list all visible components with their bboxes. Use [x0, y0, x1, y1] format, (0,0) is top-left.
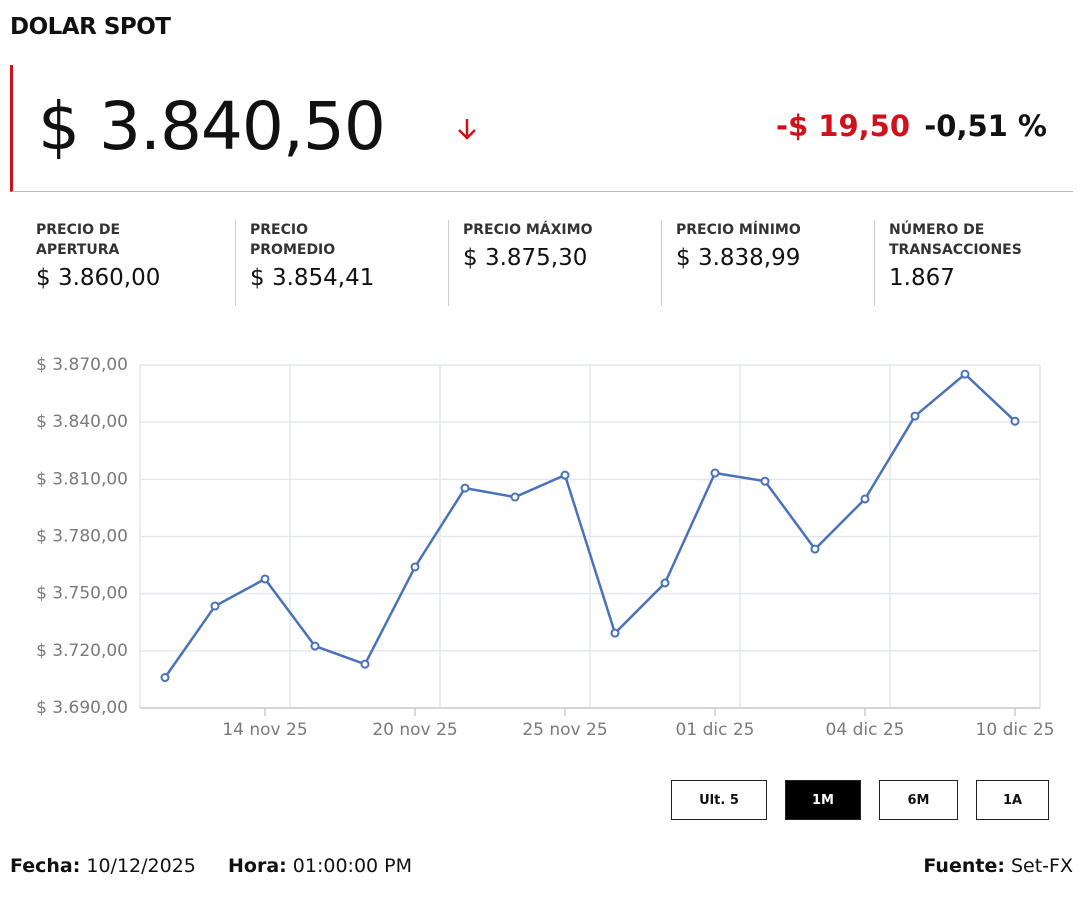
stat-label: PRECIO PROMEDIO	[250, 222, 336, 258]
stats: PRECIO DE APERTURA $ 3.860,00 PRECIO PROME…	[22, 220, 1080, 306]
stat-value: $ 3.854,41	[250, 265, 375, 291]
point	[660, 578, 670, 588]
point	[1010, 416, 1020, 426]
stat-value: $ 3.860,00	[36, 265, 161, 291]
x-tick-label: 10 dic 25	[976, 720, 1055, 740]
x-tick-label: 14 nov 25	[222, 720, 307, 740]
source-value: Set-FX	[1010, 855, 1073, 877]
chart: $ 3.690,00 $ 3.720,00 $ 3.750,00 $ 3.780,00…	[36, 355, 1055, 740]
range-buttons: Ult. 5 1M 6M 1A	[671, 780, 1049, 820]
range-button[interactable]: 6M	[879, 780, 958, 820]
time-label: Hora:	[228, 855, 287, 877]
range-button[interactable]: Ult. 5	[671, 780, 767, 820]
stat: PRECIO DE APERTURA $ 3.860,00	[22, 220, 235, 306]
time-value: 01:00:00 PM	[292, 855, 413, 877]
point	[760, 476, 770, 486]
date-label: Fecha:	[10, 855, 81, 877]
price: $ 3.840,50	[38, 88, 386, 165]
stat-label: NÚMERO DE TRANSACCIONES	[889, 222, 1022, 258]
x-tick-label: 04 dic 25	[826, 720, 905, 740]
point	[960, 369, 970, 379]
stat-value: $ 3.875,30	[463, 245, 588, 271]
point	[460, 483, 470, 493]
point	[360, 659, 370, 669]
line	[163, 372, 1016, 679]
change-percent: -0,51 %	[924, 109, 1047, 143]
point	[410, 562, 420, 572]
y-tick-label: $ 3.810,00	[36, 469, 128, 489]
stat: PRECIO MÁXIMO $ 3.875,30	[448, 220, 661, 306]
stat-label: PRECIO MÍNIMO	[676, 222, 801, 238]
change: -$ 19,50	[775, 109, 910, 143]
down-arrow	[458, 119, 476, 140]
x-tick-label: 25 nov 25	[522, 720, 607, 740]
source-label: Fuente:	[923, 855, 1005, 877]
date-value: 10/12/2025	[86, 855, 196, 877]
y-tick-label: $ 3.750,00	[36, 584, 128, 604]
point	[610, 628, 620, 638]
point	[510, 492, 520, 502]
point	[310, 641, 320, 651]
date: Fecha: 10/12/2025	[10, 855, 196, 877]
stat-value: $ 3.838,99	[676, 245, 801, 271]
source: Fuente: Set-FX	[923, 855, 1073, 877]
point	[260, 574, 270, 584]
stat-label: PRECIO MÁXIMO	[463, 222, 593, 238]
point	[860, 494, 870, 504]
point	[210, 601, 220, 611]
y-tick-label: $ 3.690,00	[36, 698, 128, 718]
quote-box	[10, 65, 1073, 192]
y-tick-label: $ 3.720,00	[36, 641, 128, 661]
x-tick-label: 01 dic 25	[676, 720, 755, 740]
point	[560, 470, 570, 480]
x-tick-label: 20 nov 25	[372, 720, 457, 740]
range-button[interactable]: 1M	[785, 780, 861, 820]
title: DOLAR SPOT	[10, 14, 171, 40]
stat-value: 1.867	[889, 265, 955, 291]
stat: PRECIO MÍNIMO $ 3.838,99	[661, 220, 874, 306]
y-tick-label: $ 3.780,00	[36, 527, 128, 547]
time: Hora: 01:00:00 PM	[228, 855, 412, 877]
point	[910, 411, 920, 421]
stat: PRECIO PROMEDIO $ 3.854,41	[235, 220, 448, 306]
point	[810, 544, 820, 554]
range-button[interactable]: 1A	[976, 780, 1049, 820]
y-tick-label: $ 3.840,00	[36, 412, 128, 432]
stat-label: PRECIO DE APERTURA	[36, 222, 121, 258]
y-tick-label: $ 3.870,00	[36, 355, 128, 375]
stat: NÚMERO DE TRANSACCIONES 1.867	[874, 220, 1080, 306]
point	[710, 468, 720, 478]
point	[160, 673, 170, 683]
